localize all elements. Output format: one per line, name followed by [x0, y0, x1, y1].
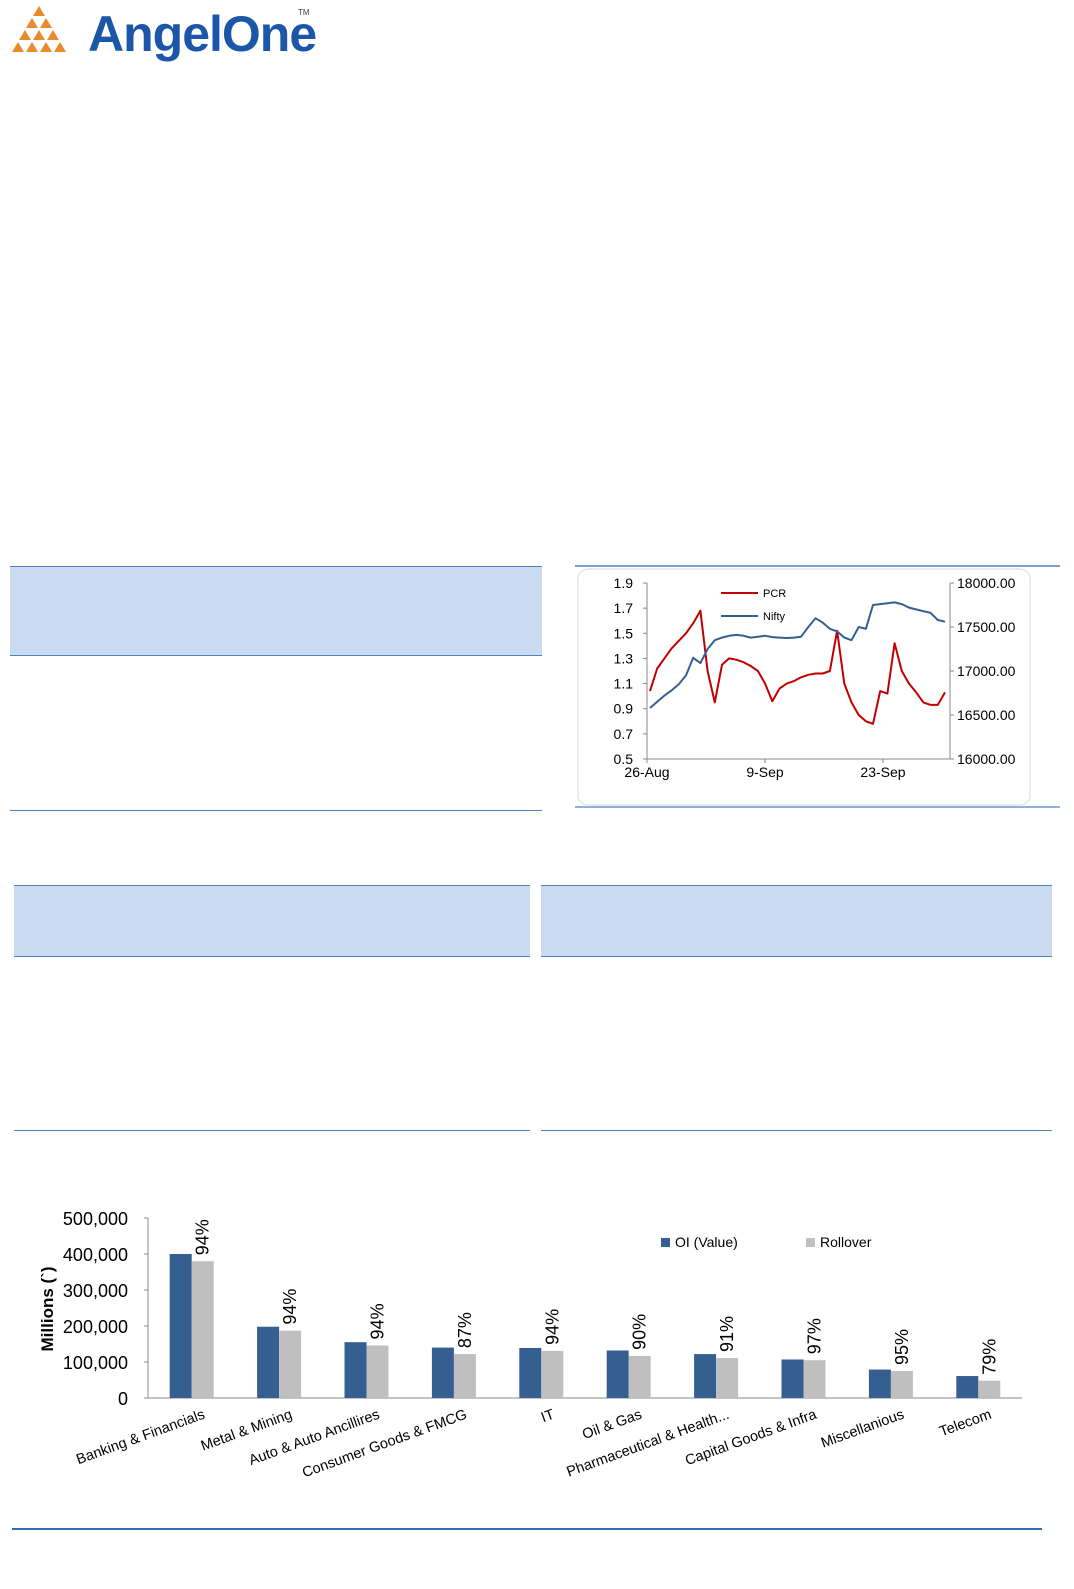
chart-frame [577, 568, 1031, 806]
category-label: IT [539, 1407, 557, 1426]
legend-label: OI (Value) [675, 1234, 738, 1250]
right-tick-label: 16500.00 [957, 707, 1016, 723]
table-bottom-border [10, 810, 542, 811]
rollover-percent-label: 79% [979, 1339, 999, 1375]
bar-rollover [191, 1261, 214, 1398]
category-label: Oil & Gas [580, 1407, 644, 1443]
left-tick-label: 1.3 [614, 650, 634, 666]
rollover-percent-label: 95% [892, 1329, 912, 1365]
bar-oi-value [694, 1354, 717, 1398]
bar-rollover [716, 1358, 739, 1398]
legend-swatch [661, 1238, 670, 1247]
bar-oi-value [344, 1342, 367, 1398]
y-tick-label: 0 [118, 1389, 128, 1409]
legend-label: Nifty [763, 611, 786, 623]
rollover-percent-label: 94% [193, 1219, 213, 1255]
category-label: Miscellanious [819, 1407, 906, 1452]
rollover-percent-label: 94% [542, 1309, 562, 1345]
bar-oi-value [169, 1254, 192, 1398]
table-middle-right [541, 885, 1052, 1133]
rollover-percent-label: 97% [805, 1318, 825, 1354]
bar-rollover [803, 1360, 826, 1398]
bar-rollover [453, 1354, 476, 1398]
bar-oi-value [781, 1359, 804, 1398]
logo-trademark: TM [298, 8, 310, 17]
legend-label: Rollover [820, 1234, 872, 1250]
bar-oi-value [257, 1326, 280, 1398]
bar-rollover [890, 1371, 913, 1398]
left-tick-label: 1.7 [614, 600, 634, 616]
category-label: Pharmaceutical & Health... [565, 1407, 732, 1481]
left-tick-label: 0.9 [614, 701, 634, 717]
footer-rule [12, 1528, 1042, 1530]
left-tick-label: 0.5 [614, 751, 634, 767]
left-tick-label: 1.1 [614, 676, 634, 692]
logo-pyramid-icon [12, 6, 66, 52]
category-label: Banking & Financials [74, 1407, 207, 1468]
y-tick-label: 300,000 [63, 1281, 128, 1301]
y-tick-label: 200,000 [63, 1317, 128, 1337]
right-tick-label: 16000.00 [957, 751, 1016, 767]
y-tick-label: 500,000 [63, 1209, 128, 1229]
table-bottom-border [14, 1130, 530, 1131]
rollover-percent-label: 94% [368, 1303, 388, 1339]
pcr-nifty-chart-svg: 1.9 1.7 1.5 1.3 1.1 0.9 0.7 0.5 18000.00 17500.0… [575, 565, 1060, 808]
series-line-pcr [649, 609, 946, 725]
bar-rollover [978, 1380, 1001, 1398]
bar-oi-value [606, 1350, 629, 1398]
table-middle-left [14, 885, 530, 1133]
sector-oi-rollover-chart: 500,000 400,000 300,000 200,000 100,000 0 94%… [0, 1195, 1074, 1505]
bar-oi-value [868, 1369, 891, 1398]
right-tick-label: 17000.00 [957, 663, 1016, 679]
sector-chart-svg: 500,000 400,000 300,000 200,000 100,000 0 94%… [38, 1209, 1022, 1482]
rollover-percent-label: 91% [717, 1316, 737, 1352]
x-tick-label: 9-Sep [746, 764, 784, 780]
right-tick-label: 18000.00 [957, 575, 1016, 591]
y-axis-label: Millions (`) [38, 1267, 57, 1352]
table-top-left [10, 566, 542, 812]
category-label: Telecom [937, 1407, 993, 1441]
bar-rollover [366, 1345, 389, 1398]
bar-oi-value [519, 1347, 542, 1398]
logo-wordmark: AngelOne [88, 6, 317, 62]
bar-rollover [541, 1350, 564, 1398]
angel-one-logo: AngelOne TM [12, 4, 317, 64]
rollover-percent-label: 90% [630, 1314, 650, 1350]
bar-rollover [279, 1330, 302, 1398]
legend-label: PCR [763, 588, 786, 600]
left-tick-label: 0.7 [614, 726, 634, 742]
right-tick-label: 17500.00 [957, 619, 1016, 635]
left-tick-label: 1.5 [614, 625, 634, 641]
bar-rollover [628, 1355, 651, 1398]
category-label: Consumer Goods & FMCG [300, 1407, 469, 1482]
bar-oi-value [956, 1376, 979, 1398]
legend-swatch [806, 1238, 815, 1247]
y-tick-label: 400,000 [63, 1245, 128, 1265]
table-header [10, 566, 542, 656]
bar-oi-value [431, 1347, 454, 1398]
table-header [541, 885, 1052, 957]
series-line-nifty [649, 601, 946, 709]
table-header [14, 885, 530, 957]
left-tick-label: 1.9 [614, 575, 634, 591]
y-tick-label: 100,000 [63, 1353, 128, 1373]
rollover-percent-label: 94% [280, 1289, 300, 1325]
rollover-percent-label: 87% [455, 1312, 475, 1348]
pcr-nifty-chart: 1.9 1.7 1.5 1.3 1.1 0.9 0.7 0.5 18000.00 17500.0… [575, 565, 1060, 809]
x-tick-label: 23-Sep [860, 764, 905, 780]
x-tick-label: 26-Aug [624, 764, 669, 780]
table-bottom-border [541, 1130, 1052, 1131]
